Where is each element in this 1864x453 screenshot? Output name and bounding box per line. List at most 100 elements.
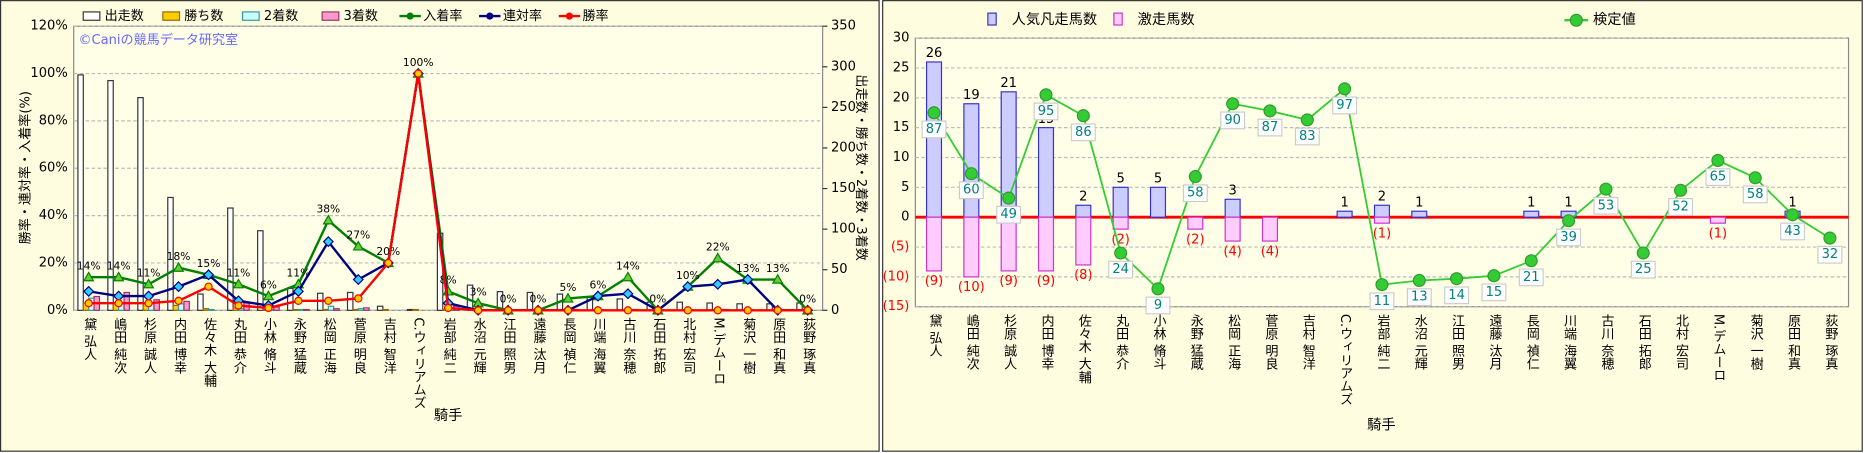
- bar: [297, 308, 305, 311]
- line-value-label: 14: [1448, 288, 1465, 303]
- marker: [1487, 269, 1501, 283]
- marker: [1599, 182, 1613, 196]
- bar: [352, 308, 359, 311]
- line-value-label: 27%: [346, 229, 370, 242]
- line-value-label: 90: [1224, 113, 1241, 128]
- bar: [167, 196, 174, 311]
- legend-swatch: [987, 12, 997, 26]
- y-tick-label: 5: [901, 180, 909, 195]
- line-value-label: 13%: [766, 262, 790, 275]
- line-value-label: 0%: [530, 293, 547, 306]
- line-value-label: 49: [1000, 207, 1017, 222]
- line-value-label: 14%: [107, 259, 131, 272]
- bar: [227, 207, 234, 311]
- x-axis-title: 騎手: [434, 407, 463, 424]
- x-tick-label: 永野 猛蔵: [1188, 314, 1204, 371]
- line-value-label: 95: [1038, 104, 1055, 119]
- marker: [1748, 171, 1762, 185]
- legend-swatch: [82, 11, 101, 21]
- label-box: [1518, 268, 1544, 287]
- bar-value-label: (4): [1223, 244, 1242, 259]
- line-value-label: 20%: [376, 245, 400, 258]
- x-tick-label: 江田 照男: [501, 317, 517, 374]
- label-box: [1182, 184, 1208, 203]
- bar-value-label: 1: [1340, 195, 1348, 210]
- bar: [357, 308, 365, 311]
- x-tick-label: 吉村 智洋: [1300, 314, 1316, 371]
- x-tick-label: C.ウィリアムズ: [411, 317, 426, 409]
- y-tick-label: (10): [883, 269, 910, 284]
- marker: [384, 258, 393, 268]
- line-value-label: 22%: [706, 241, 730, 254]
- label-box: [1332, 96, 1358, 115]
- marker: [1674, 183, 1688, 197]
- marker: [174, 296, 183, 305]
- x-tick-label: C.ウィリアムズ: [1337, 314, 1352, 406]
- marker: [142, 278, 155, 289]
- x-tick-label: 水沼 元輝: [471, 317, 487, 374]
- y-tick-label: 40%: [39, 208, 68, 223]
- x-tick-label: 丸田 恭介: [1113, 314, 1129, 371]
- x-tick-label: 内田 博幸: [1039, 313, 1055, 371]
- label-box: [1668, 198, 1694, 216]
- marker: [1114, 246, 1128, 260]
- marker: [682, 281, 694, 293]
- x-tick-label: 古川 奈穂: [620, 317, 636, 374]
- bar: [412, 308, 419, 311]
- bar: [1112, 186, 1129, 218]
- bar: [963, 216, 980, 278]
- marker: [1039, 88, 1053, 102]
- bar-value-label: 5: [1117, 172, 1125, 187]
- line-value-label: 52: [1672, 199, 1689, 214]
- marker: [444, 303, 453, 313]
- line-value-label: 5%: [560, 281, 577, 294]
- y2-tick-label: 50: [831, 262, 848, 277]
- bar-value-label: (2): [1186, 232, 1205, 247]
- x-tick-label: 遠藤 汰月: [531, 317, 547, 375]
- marker: [294, 296, 303, 305]
- line-value-label: 8%: [440, 274, 457, 287]
- x-tick-label: 小林 脩斗: [1150, 314, 1166, 371]
- bar: [1373, 204, 1391, 218]
- marker: [803, 306, 812, 315]
- y-tick-label: 120%: [30, 19, 67, 34]
- line-value-label: 0%: [500, 293, 517, 306]
- line-value-label: 43: [1784, 224, 1801, 239]
- bar: [1037, 216, 1055, 272]
- bar: [257, 230, 264, 311]
- y-tick-label: 100%: [30, 66, 67, 81]
- line-value-label: 6%: [589, 278, 606, 291]
- x-tick-label: 杉原 誠人: [141, 317, 157, 373]
- line-value-label: 53: [1598, 198, 1615, 213]
- bar-value-label: 3: [1228, 183, 1236, 198]
- marker: [84, 299, 93, 308]
- marker: [1151, 282, 1165, 296]
- x-tick-label: 永野 猛蔵: [291, 317, 307, 374]
- bar: [382, 308, 389, 311]
- legend-label: 連対率: [503, 8, 542, 24]
- bar: [1411, 210, 1428, 218]
- bar: [963, 103, 980, 218]
- marker: [1412, 273, 1426, 288]
- line-value-label: 11%: [137, 267, 161, 280]
- line-value-label: 0%: [799, 293, 816, 306]
- label-box: [1145, 296, 1171, 315]
- marker: [1375, 278, 1389, 292]
- bar: [925, 61, 943, 218]
- bar: [925, 216, 943, 272]
- label-box: [1705, 168, 1731, 187]
- marker: [322, 236, 334, 248]
- x-tick-label: 川端 海翼: [1561, 314, 1577, 371]
- marker: [114, 299, 123, 308]
- marker: [773, 306, 782, 315]
- marker: [1562, 214, 1576, 228]
- x-tick-label: 遠藤 汰月: [1486, 314, 1502, 372]
- marker: [1823, 231, 1837, 245]
- marker: [234, 301, 243, 310]
- bar: [137, 97, 144, 311]
- bar: [1187, 216, 1204, 230]
- bar: [1037, 127, 1055, 218]
- marker: [712, 278, 724, 290]
- label-box: [1257, 118, 1283, 137]
- marker: [742, 273, 754, 286]
